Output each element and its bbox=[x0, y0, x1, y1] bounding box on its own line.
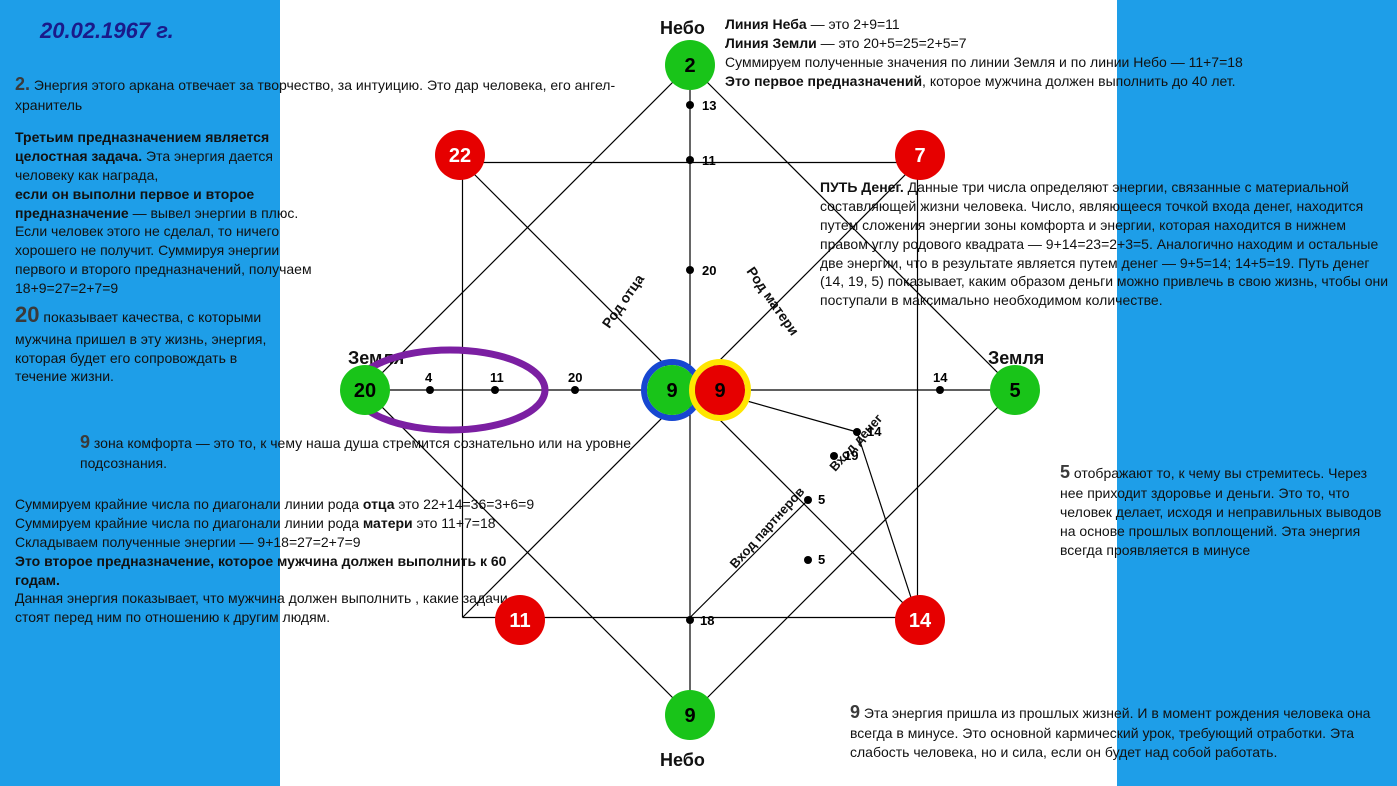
svg-text:11: 11 bbox=[490, 370, 504, 385]
svg-text:22: 22 bbox=[449, 145, 471, 167]
svg-text:5: 5 bbox=[818, 492, 825, 507]
svg-text:7: 7 bbox=[914, 145, 925, 167]
svg-text:11: 11 bbox=[509, 610, 530, 632]
svg-text:5: 5 bbox=[1009, 380, 1020, 402]
matrix-diagram: 131120411201418195514 22272059911149 bbox=[0, 0, 1397, 786]
svg-text:19: 19 bbox=[844, 448, 858, 463]
svg-text:9: 9 bbox=[666, 380, 677, 402]
svg-text:20: 20 bbox=[702, 263, 716, 278]
svg-text:20: 20 bbox=[354, 380, 376, 402]
svg-text:13: 13 bbox=[702, 98, 716, 113]
svg-text:5: 5 bbox=[818, 552, 825, 567]
svg-text:14: 14 bbox=[933, 370, 948, 385]
svg-text:18: 18 bbox=[700, 613, 714, 628]
svg-text:9: 9 bbox=[714, 380, 725, 402]
svg-text:9: 9 bbox=[684, 705, 695, 727]
svg-text:20: 20 bbox=[568, 370, 582, 385]
svg-text:14: 14 bbox=[867, 424, 882, 439]
svg-text:4: 4 bbox=[425, 370, 433, 385]
svg-text:11: 11 bbox=[702, 153, 716, 168]
svg-text:2: 2 bbox=[684, 55, 695, 77]
svg-text:14: 14 bbox=[909, 610, 932, 632]
